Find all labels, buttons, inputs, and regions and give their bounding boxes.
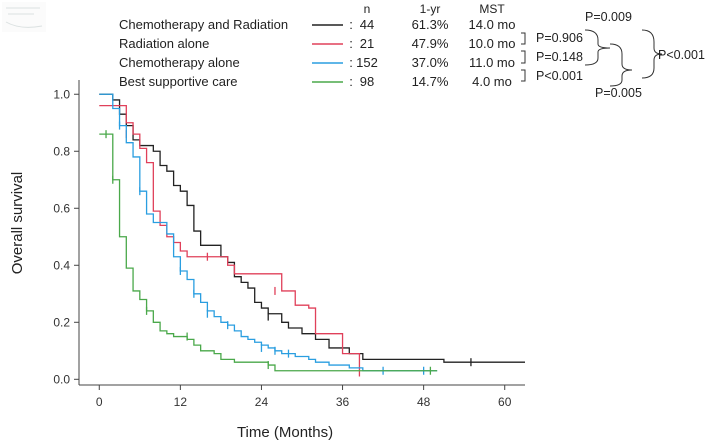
legend-label-chemotherapy-and-radiation: Chemotherapy and Radiation: [119, 17, 288, 32]
x-tick-label: 0: [96, 395, 103, 409]
p-value-label: P=0.005: [595, 86, 642, 100]
p-value-brackets: P=0.906 P=0.148 P<0.001 P=0.009 P=0.005 P<0.0…: [521, 10, 705, 100]
legend-mst: 14.0 mo: [469, 17, 516, 32]
legend-label-best-supportive-care: Best supportive care: [119, 74, 238, 89]
bracket-line: [641, 29, 663, 79]
p-value-label: P=0.009: [585, 10, 632, 24]
legend-n: 152: [356, 55, 378, 70]
y-ticks: 0.0 0.2 0.4 0.6 0.8 1.0: [53, 87, 79, 386]
legend-mst: 10.0 mo: [469, 36, 516, 51]
legend-label-radiation-alone: Radiation alone: [119, 36, 209, 51]
legend-n: 44: [360, 17, 374, 32]
legend-mst: 4.0 mo: [472, 74, 512, 89]
p-value-label: P<0.001: [658, 48, 705, 62]
legend-header-mst: MST: [479, 2, 505, 16]
series-line-best-supportive-care: [99, 133, 438, 372]
legend-1yr: 37.0%: [412, 55, 449, 70]
y-tick-label: 0.6: [53, 201, 70, 215]
bracket-line: [521, 50, 526, 64]
y-tick-label: 0.4: [53, 258, 70, 272]
p-value-label: P<0.001: [536, 69, 583, 83]
p-value-label: P=0.148: [536, 50, 583, 64]
legend-1yr: 14.7%: [412, 74, 449, 89]
legend-n: 21: [360, 36, 374, 51]
bracket-line: [584, 29, 611, 66]
x-tick-label: 24: [255, 395, 269, 409]
legend-header-1yr: 1-yr: [420, 2, 441, 16]
series-line-radiation-alone: [99, 105, 361, 377]
legend-header-n: n: [364, 2, 371, 16]
legend-label-chemotherapy-alone: Chemotherapy alone: [119, 55, 240, 70]
x-tick-label: 60: [498, 395, 512, 409]
legend-1yr: 61.3%: [412, 17, 449, 32]
x-ticks: 0 12 24 36 48 60: [96, 385, 512, 409]
corner-logo-image: [2, 2, 46, 32]
series-line-chemotherapy-and-radiation: [99, 93, 525, 363]
y-tick-label: 0.8: [53, 144, 70, 158]
y-tick-label: 0.2: [53, 315, 70, 329]
legend-n: 98: [360, 74, 374, 89]
legend-colon: :: [349, 36, 353, 51]
legend-mst: 11.0 mo: [469, 55, 515, 70]
legend-colon: :: [349, 74, 353, 89]
series-line-chemotherapy-alone: [99, 93, 438, 372]
y-tick-label: 0.0: [53, 372, 70, 386]
x-tick-label: 48: [417, 395, 431, 409]
legend: Chemotherapy and Radiation:44 61.3% 14.0 m…: [119, 17, 515, 89]
x-tick-label: 12: [174, 395, 188, 409]
y-axis-label: Overall survival: [9, 172, 26, 275]
bracket-line: [521, 69, 526, 82]
x-tick-label: 36: [336, 395, 350, 409]
legend-colon: :: [349, 17, 353, 32]
bracket-line: [609, 43, 633, 87]
bracket-line: [521, 32, 526, 45]
x-axis-label: Time (Months): [237, 424, 333, 441]
y-tick-label: 1.0: [53, 87, 70, 101]
legend-colon: :: [349, 55, 353, 70]
p-value-label: P=0.906: [536, 31, 583, 45]
survival-curves: [99, 93, 525, 377]
legend-1yr: 47.9%: [412, 36, 449, 51]
